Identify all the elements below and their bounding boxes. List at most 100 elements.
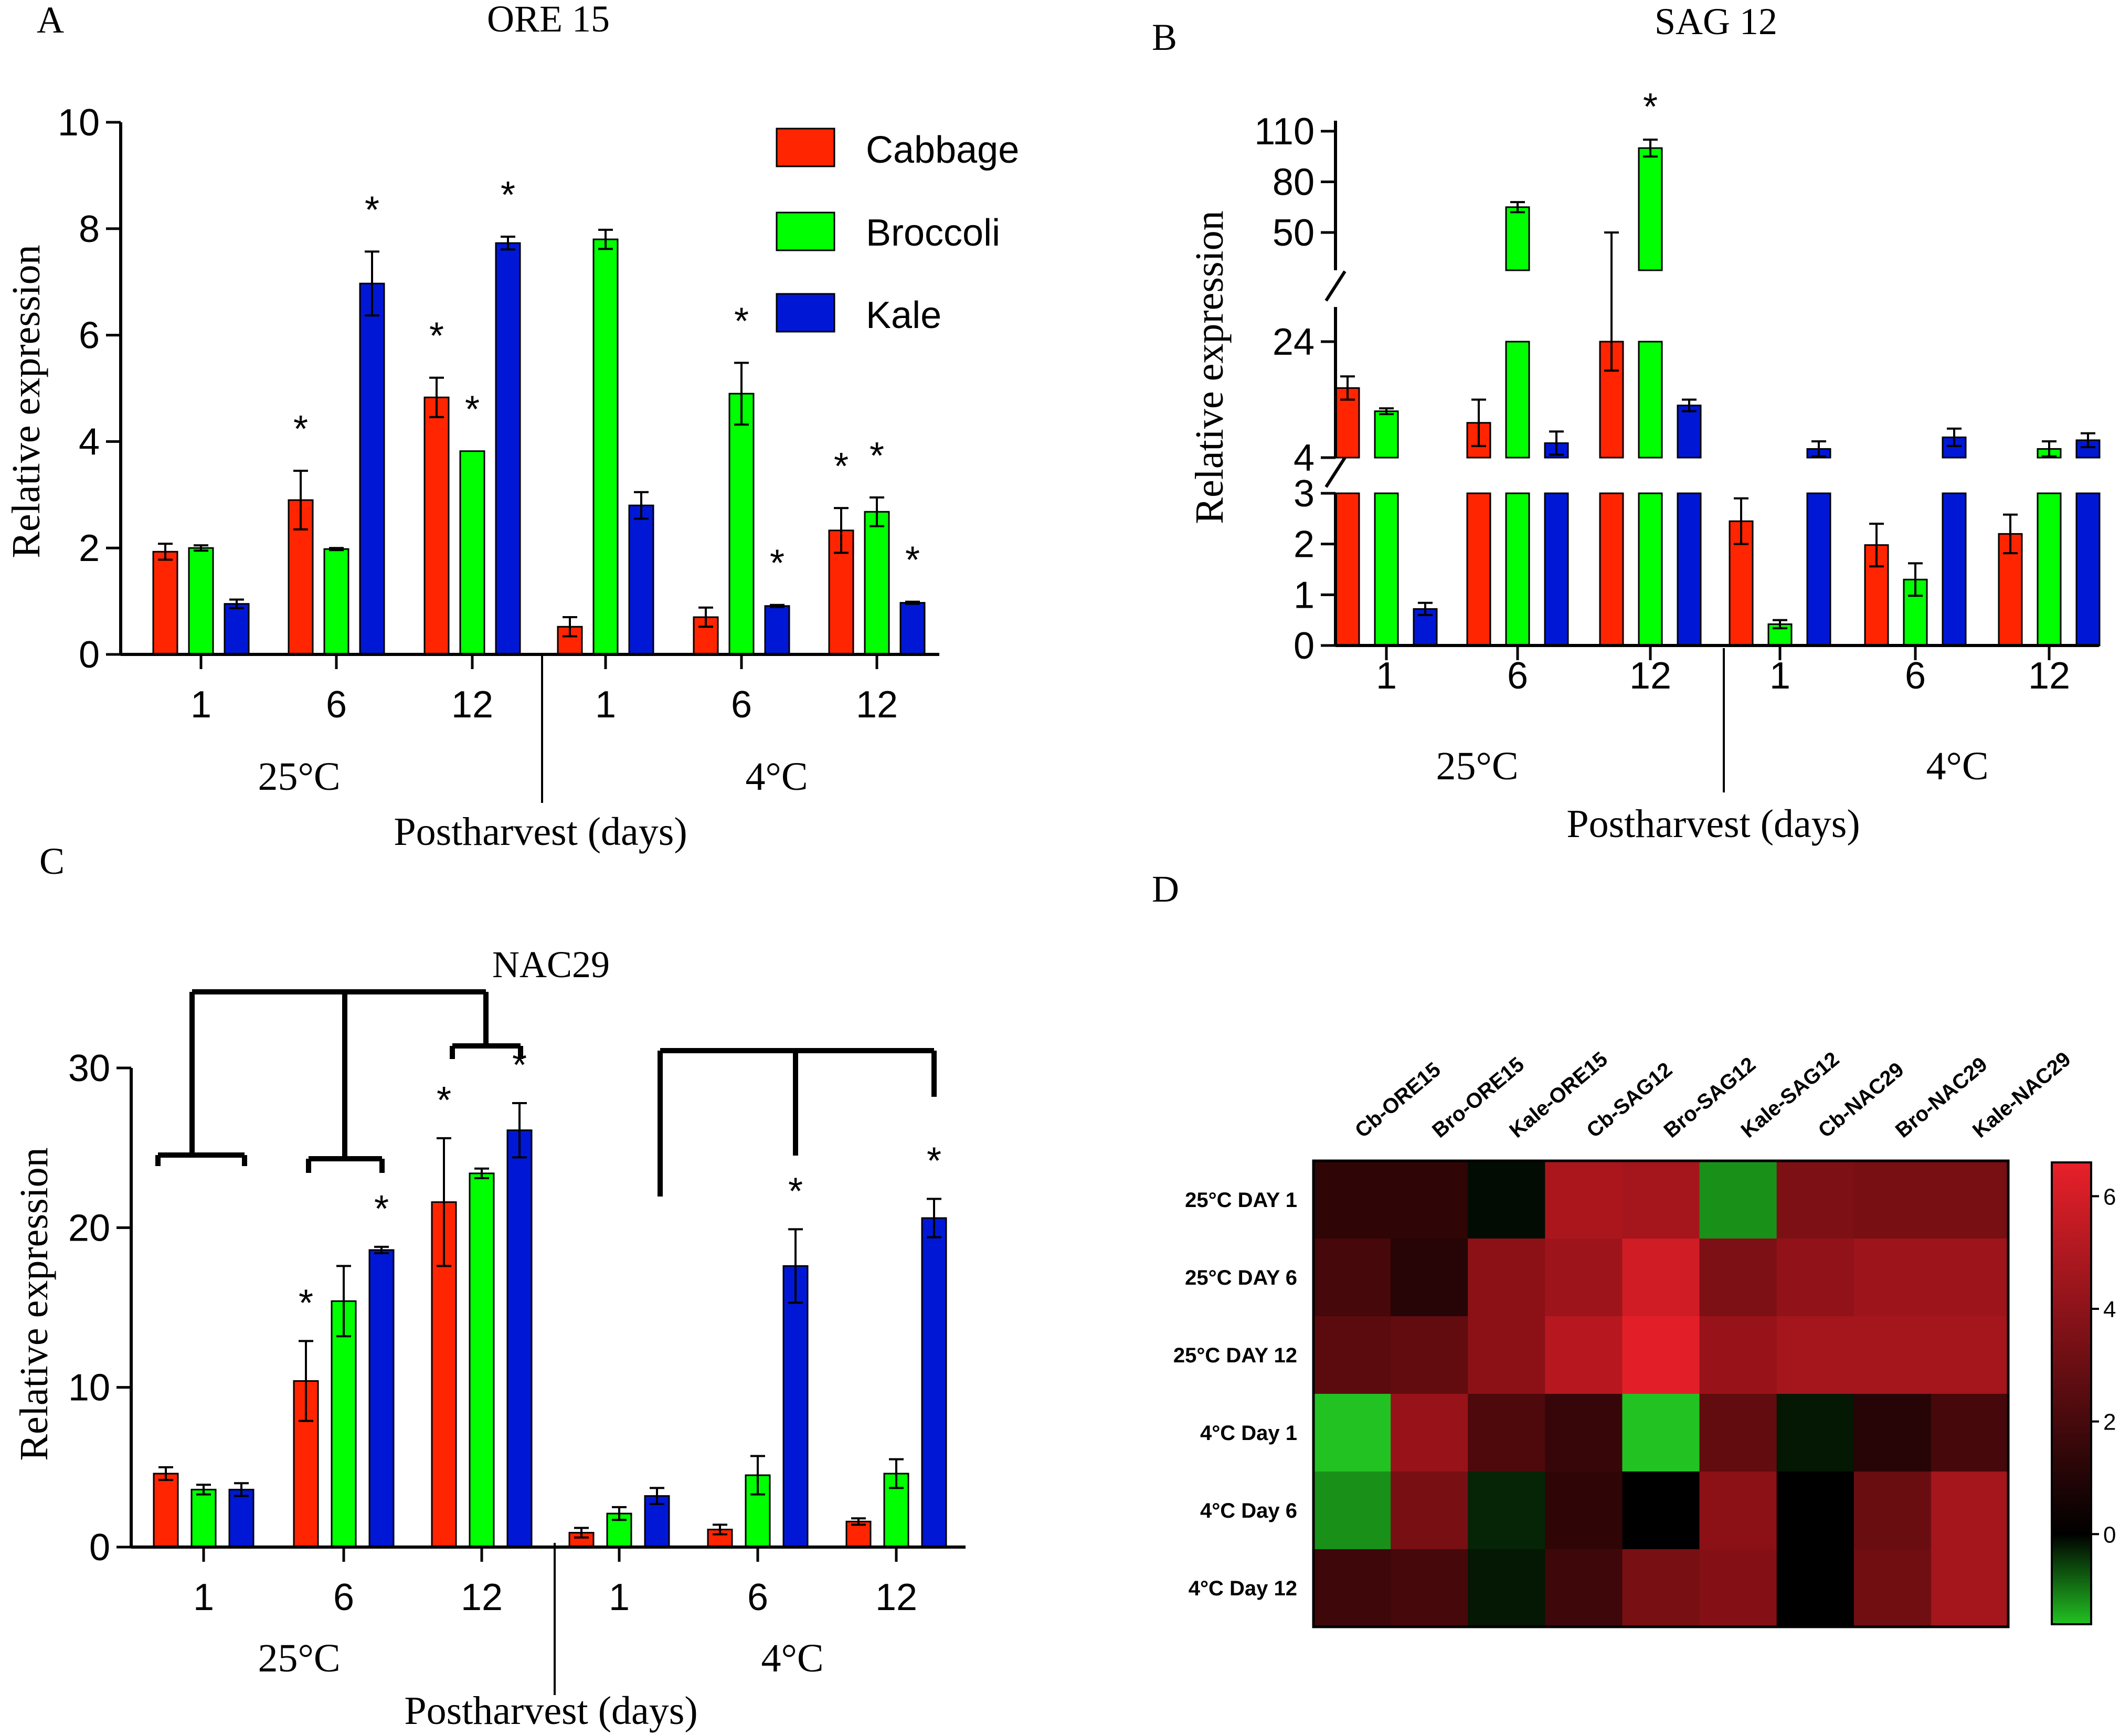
b-bar-broccoli: [1638, 492, 1663, 647]
a-significance-star: *: [465, 389, 480, 431]
heatmap-cell: [1622, 1472, 1700, 1550]
b-x-tick-label: 1: [1769, 655, 1790, 697]
a-bar-cabbage: [152, 551, 178, 655]
b-bar-cabbage: [1599, 492, 1624, 647]
a-y-tick-label: 2: [79, 527, 100, 569]
b-axis-break-mark: [1324, 270, 1347, 302]
heatmap-cell: [1622, 1394, 1700, 1472]
panel-letter-a: A: [37, 0, 64, 41]
b-y-tick-label: 80: [1273, 162, 1315, 204]
heatmap-row-label: 4°C Day 1: [1200, 1422, 1297, 1445]
a-bar-broccoli: [864, 511, 890, 655]
legend-kale-swatch: [776, 293, 835, 333]
a-significance-star: *: [365, 189, 379, 231]
panel-b-group-4c: 4°C: [1926, 744, 1988, 788]
legend-broccoli-swatch: [776, 211, 835, 251]
panel-a-chart: ORE 15 Relative expression * * * * * * * * * * 0 2…: [4, 0, 1019, 854]
heatmap-cell: [1776, 1316, 1854, 1394]
panel-c-group-25c: 25°C: [258, 1636, 340, 1680]
c-significance-star: *: [927, 1140, 941, 1182]
b-bar-broccoli-segment: [1374, 410, 1399, 459]
panel-letter-d: D: [1152, 868, 1179, 910]
heatmap-scale-tick-label: 4: [2103, 1297, 2116, 1322]
a-x-tick-label: 12: [856, 684, 898, 726]
c-bar-cabbage: [153, 1473, 179, 1548]
a-bar-kale: [764, 605, 790, 655]
heatmap-border: [1312, 1159, 2010, 1628]
heatmap-cell: [1622, 1239, 1700, 1317]
heatmap-cell: [1853, 1472, 1932, 1550]
panel-c-ylabel: Relative expression: [12, 1147, 56, 1460]
b-y-tick-label: 2: [1294, 524, 1315, 566]
a-y-tick-label: 0: [79, 634, 100, 676]
heatmap-cell: [1468, 1472, 1545, 1550]
a-bar-broccoli: [728, 393, 755, 655]
a-significance-star: *: [501, 174, 515, 216]
a-bar-broccoli: [592, 238, 619, 655]
heatmap-scale-tick-label: 6: [2103, 1184, 2116, 1210]
heatmap-cell: [1313, 1239, 1391, 1317]
heatmap-cell: [1776, 1394, 1854, 1472]
panel-a-ylabel: Relative expression: [4, 245, 48, 558]
b-bar-broccoli: [1903, 578, 1928, 647]
c-bar-broccoli: [331, 1300, 357, 1548]
c-bar-kale: [921, 1217, 947, 1548]
a-bar-kale: [495, 242, 521, 655]
c-x-tick-label: 6: [747, 1576, 768, 1618]
heatmap-cell: [1468, 1394, 1545, 1472]
heatmap-cell: [1931, 1394, 2009, 1472]
c-significance-star: *: [374, 1188, 389, 1230]
c-x-tick-label: 1: [609, 1576, 630, 1618]
heatmap-cell: [1853, 1239, 1932, 1317]
legend-cabbage-swatch: [776, 128, 835, 167]
a-x-tick-label: 1: [190, 684, 211, 726]
c-y-tick-label: 30: [68, 1047, 110, 1089]
b-bar-broccoli: [1505, 492, 1530, 647]
heatmap-cell: [1931, 1549, 2009, 1627]
heatmap-cell: [1468, 1239, 1545, 1317]
b-bar-broccoli-segment: [1638, 341, 1663, 459]
heatmap-cell: [1391, 1239, 1468, 1317]
b-y-tick-label: 4: [1294, 437, 1315, 479]
a-significance-star: *: [905, 539, 920, 581]
b-bar-kale: [1806, 492, 1831, 647]
b-bar-kale: [1677, 492, 1702, 647]
panel-a-title: ORE 15: [487, 0, 610, 40]
panel-letter-c: C: [39, 840, 65, 882]
heatmap-cell: [1313, 1549, 1391, 1627]
b-bar-kale-segment: [1677, 405, 1702, 459]
panel-b-ylabel: Relative expression: [1188, 210, 1232, 524]
panel-d-heatmap: Cb-ORE15Bro-ORE15Kale-ORE15Cb-SAG12Bro-S…: [1173, 1047, 2116, 1628]
panel-c-comparison-brackets: [155, 989, 937, 1197]
b-y-tick-label: 0: [1294, 625, 1315, 667]
c-bar-broccoli: [190, 1488, 217, 1548]
panel-a-group-4c: 4°C: [745, 755, 808, 799]
c-y-tick-label: 10: [68, 1367, 110, 1409]
heatmap-cell: [1391, 1394, 1468, 1472]
c-significance-star: *: [437, 1079, 451, 1121]
c-y-tick-label: 0: [89, 1527, 110, 1569]
heatmap-cell: [1931, 1316, 2009, 1394]
b-x-tick-label: 6: [1507, 655, 1528, 697]
heatmap-column-label: Cb-ORE15: [1351, 1058, 1445, 1142]
c-y-tick-label: 20: [68, 1207, 110, 1249]
a-significance-star: *: [770, 543, 785, 585]
panel-c-group-4c: 4°C: [761, 1636, 823, 1680]
heatmap-cell: [1313, 1316, 1391, 1394]
a-significance-star: *: [293, 408, 308, 450]
heatmap-cell: [1545, 1161, 1623, 1239]
heatmap-cell: [1468, 1316, 1545, 1394]
c-bar-kale: [506, 1129, 533, 1548]
c-x-tick-label: 1: [193, 1576, 214, 1618]
heatmap-cell: [1699, 1394, 1777, 1472]
heatmap-color-scale: [2051, 1161, 2092, 1625]
c-bar-kale: [368, 1249, 395, 1548]
heatmap-row-label: 25°C DAY 1: [1185, 1189, 1297, 1212]
heatmap-cell: [1313, 1472, 1391, 1550]
heatmap-row-label: 4°C Day 12: [1189, 1577, 1297, 1600]
c-x-tick-label: 12: [875, 1576, 917, 1618]
heatmap-cell: [1622, 1161, 1700, 1239]
heatmap-cell: [1853, 1394, 1932, 1472]
c-bar-kale: [228, 1488, 255, 1548]
a-significance-star: *: [870, 435, 884, 477]
